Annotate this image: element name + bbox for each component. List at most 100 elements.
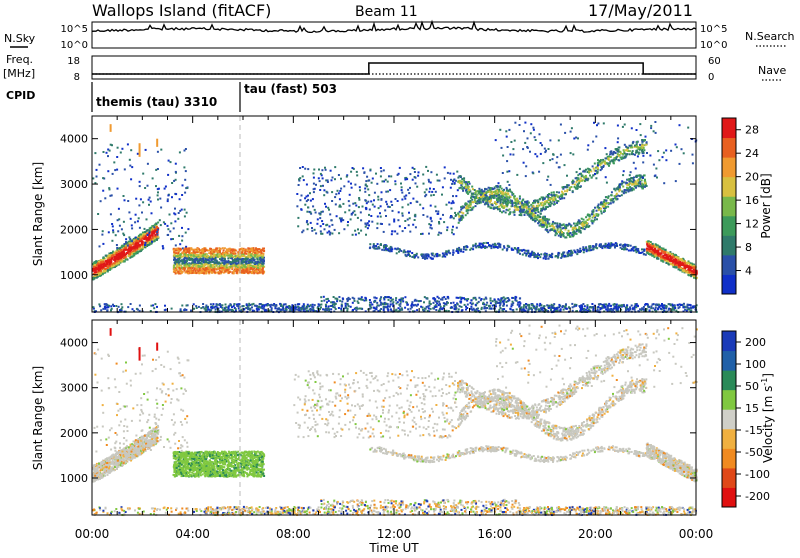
- scatter-cell: [339, 190, 341, 192]
- scatter-cell: [422, 174, 424, 176]
- scatter-cell: [589, 306, 591, 308]
- scatter-cell: [148, 232, 150, 234]
- scatter-cell: [539, 256, 541, 258]
- scatter-cell: [325, 224, 327, 226]
- scatter-cell: [222, 253, 224, 255]
- scatter-cell: [196, 307, 198, 309]
- scatter-cell: [162, 245, 164, 247]
- scatter-cell: [137, 153, 139, 155]
- scatter-cell: [107, 267, 109, 269]
- scatter-cell: [313, 188, 315, 190]
- scatter-cell: [380, 205, 382, 207]
- scatter-cell: [607, 307, 609, 309]
- scatter-cell: [176, 263, 178, 265]
- scatter-cell: [316, 223, 318, 225]
- scatter-cell: [546, 304, 548, 306]
- scatter-cell: [440, 218, 442, 220]
- scatter-cell: [619, 244, 621, 246]
- scatter-cell: [142, 201, 144, 203]
- scatter-cell: [125, 241, 127, 243]
- scatter-cell: [286, 306, 288, 308]
- scatter-cell: [447, 172, 449, 174]
- scatter-cell: [272, 304, 274, 306]
- scatter-cell: [306, 221, 308, 223]
- scatter-cell: [409, 173, 411, 175]
- scatter-cell: [376, 302, 378, 304]
- scatter-cell: [376, 227, 378, 229]
- scatter-cell: [324, 167, 326, 169]
- scatter-cell: [365, 208, 367, 210]
- scatter-cell: [241, 252, 243, 254]
- scatter-cell: [373, 297, 375, 299]
- scatter-cell: [579, 248, 581, 250]
- scatter-cell: [557, 256, 559, 258]
- scatter-cell: [544, 253, 546, 255]
- scatter-cell: [129, 159, 131, 161]
- scatter-cell: [537, 257, 539, 259]
- scatter-cell: [171, 196, 173, 198]
- scatter-cell: [156, 231, 158, 233]
- scatter-cell: [364, 191, 366, 193]
- scatter-cell: [217, 251, 219, 253]
- scatter-cell: [239, 249, 241, 251]
- scatter-cell: [350, 218, 352, 220]
- scatter-cell: [593, 308, 595, 310]
- scatter-cell: [381, 249, 383, 251]
- scatter-cell: [173, 180, 175, 182]
- scatter-cell: [234, 249, 236, 251]
- scatter-cell: [525, 306, 527, 308]
- scatter-cell: [223, 268, 225, 270]
- scatter-cell: [545, 309, 547, 311]
- scatter-cell: [625, 309, 627, 311]
- scatter-cell: [304, 168, 306, 170]
- scatter-cell: [463, 297, 465, 299]
- scatter-cell: [470, 299, 472, 301]
- scatter-cell: [151, 212, 153, 214]
- scatter-cell: [250, 249, 252, 251]
- scatter-cell: [181, 240, 183, 242]
- scatter-cell: [377, 216, 379, 218]
- scatter-cell: [145, 149, 147, 151]
- scatter-cell: [307, 199, 309, 201]
- scatter-cell: [121, 246, 123, 248]
- scatter-cell: [377, 304, 379, 306]
- scatter-cell: [173, 227, 175, 229]
- scatter-cell: [157, 194, 159, 196]
- scatter-cell: [564, 306, 566, 308]
- scatter-cell: [188, 264, 190, 266]
- scatter-cell: [318, 169, 320, 171]
- scatter-cell: [307, 305, 309, 307]
- scatter-cell: [217, 267, 219, 269]
- nsearch-tick-bottom: 10^0: [700, 40, 727, 51]
- scatter-cell: [374, 206, 376, 208]
- scatter-cell: [320, 304, 322, 306]
- nsearch-label: N.Search: [745, 30, 795, 43]
- scatter-cell: [584, 305, 586, 307]
- scatter-cell: [402, 215, 404, 217]
- scatter-cell: [612, 309, 614, 311]
- scatter-cell: [453, 307, 455, 309]
- scatter-cell: [576, 253, 578, 255]
- scatter-cell: [429, 188, 431, 190]
- scatter-cell: [375, 173, 377, 175]
- scatter-cell: [407, 308, 409, 310]
- scatter-cell: [397, 301, 399, 303]
- scatter-cell: [615, 242, 617, 244]
- scatter-cell: [123, 221, 125, 223]
- scatter-cell: [214, 262, 216, 264]
- scatter-cell: [418, 171, 420, 173]
- cpid-label: CPID: [6, 89, 35, 102]
- scatter-cell: [384, 209, 386, 211]
- scatter-cell: [147, 185, 149, 187]
- scatter-cell: [380, 302, 382, 304]
- scatter-cell: [431, 220, 433, 222]
- scatter-cell: [446, 204, 448, 206]
- scatter-cell: [188, 250, 190, 252]
- scatter-cell: [377, 247, 379, 249]
- scatter-cell: [261, 305, 263, 307]
- scatter-cell: [353, 298, 355, 300]
- scatter-cell: [377, 199, 379, 201]
- scatter-cell: [326, 192, 328, 194]
- scatter-cell: [408, 192, 410, 194]
- scatter-cell: [409, 255, 411, 257]
